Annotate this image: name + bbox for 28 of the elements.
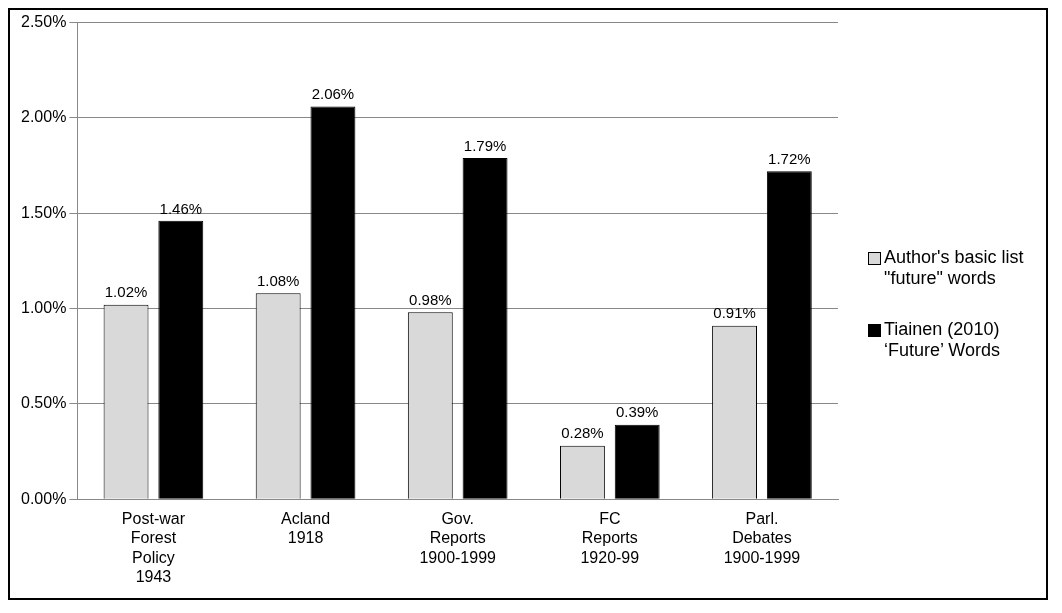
data-label: 1.08% <box>256 271 300 289</box>
x-tick-label: Post-war Forest Policy 1943 <box>121 510 186 585</box>
bar <box>462 157 508 499</box>
data-label: 1.02% <box>104 283 148 301</box>
data-label: 1.72% <box>768 149 811 167</box>
data-label: 1.46% <box>159 199 203 217</box>
data-label: 1.79% <box>463 136 507 154</box>
data-label: 0.39% <box>615 403 659 421</box>
y-tick-label: 2.50% <box>20 13 67 31</box>
y-tick-label: 1.50% <box>20 203 67 221</box>
y-tick-label: 0.50% <box>20 394 67 412</box>
x-tick-label: Gov. Reports 1900-1999 <box>419 510 497 566</box>
legend-label: Author's basic list "future" words <box>884 247 1025 289</box>
data-label: 2.06% <box>311 85 355 103</box>
x-tick-label: FC Reports 1920-99 <box>580 510 640 566</box>
bar <box>766 171 812 499</box>
bar <box>158 220 204 499</box>
y-tick-label: 0.00% <box>20 489 67 507</box>
data-label: 0.91% <box>713 304 756 322</box>
legend-label: Tiainen (2010) ‘Future’ Words <box>884 319 1002 361</box>
bar <box>310 106 356 499</box>
y-tick-label: 1.00% <box>20 298 67 316</box>
data-label: 0.28% <box>561 424 604 442</box>
x-tick-label: Parl. Debates 1900-1999 <box>723 510 801 566</box>
y-tick-label: 2.00% <box>20 108 67 126</box>
x-tick-label: Acland 1918 <box>281 510 331 547</box>
bar <box>614 424 660 499</box>
data-label: 0.98% <box>409 291 452 309</box>
